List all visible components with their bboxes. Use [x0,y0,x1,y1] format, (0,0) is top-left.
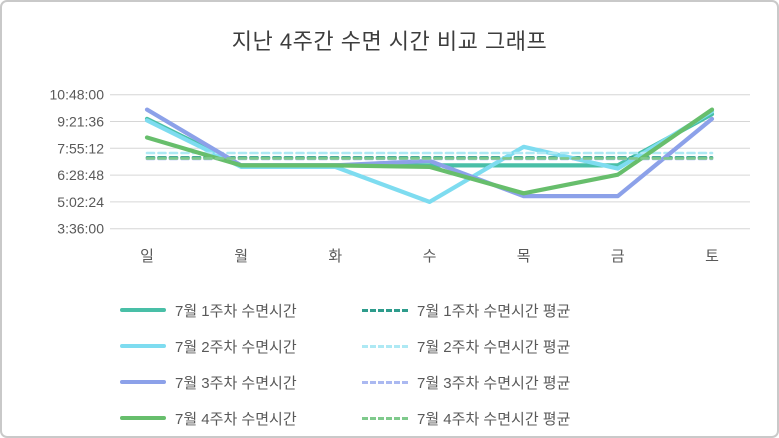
legend-item: 7월 1주차 수면시간 [120,300,362,321]
legend-row: 7월 4주차 수면시간 7월 4주차 수면시간 평균 [120,400,720,436]
y-axis-tick: 7:55:12 [57,140,104,156]
x-axis-label: 수 [423,248,437,265]
legend-item-label: 7월 4주차 수면시간 평균 [417,410,571,428]
legend-dashed-line-swatch [362,380,408,384]
legend-item: 7월 4주차 수면시간 평균 [362,408,720,429]
legend-dashed-line-swatch [362,344,408,348]
legend-dashed-line-swatch [362,416,408,420]
legend-line-swatch [120,416,166,420]
legend-item-label: 7월 2주차 수면시간 평균 [417,338,571,356]
y-axis-tick: 6:28:48 [57,167,104,183]
legend-row: 7월 1주차 수면시간 7월 1주차 수면시간 평균 [120,292,720,328]
legend-item: 7월 4주차 수면시간 [120,408,362,429]
legend-dashed-line-swatch [362,308,408,312]
legend-item: 7월 2주차 수면시간 [120,336,362,357]
legend-item-label: 7월 3주차 수면시간 평균 [417,374,571,392]
legend-item-label: 7월 3주차 수면시간 [175,374,297,392]
legend-line-swatch [120,344,166,348]
x-axis-label: 일 [140,248,154,265]
x-axis-label: 토 [705,248,719,265]
legend-item-label: 7월 1주차 수면시간 [175,302,297,320]
legend-item: 7월 2주차 수면시간 평균 [362,336,720,357]
legend-line-swatch [120,308,166,312]
x-axis-label: 월 [234,248,248,265]
y-axis-tick: 9:21:36 [57,114,104,130]
legend-item: 7월 1주차 수면시간 평균 [362,300,720,321]
legend-line-swatch [120,380,166,384]
legend-row: 7월 2주차 수면시간 7월 2주차 수면시간 평균 [120,328,720,364]
legend-item-label: 7월 4주차 수면시간 [175,410,297,428]
plot-area: 10:48:00 9:21:36 7:55:12 6:28:48 5:02:24 3:36… [50,87,750,265]
y-axis-tick: 10:48:00 [50,87,105,103]
legend-item: 7월 3주차 수면시간 평균 [362,372,720,393]
y-axis-tick: 5:02:24 [57,194,104,210]
x-axis-label: 금 [611,248,625,265]
legend-item-label: 7월 2주차 수면시간 [175,338,297,356]
series-line-7 [144,107,715,196]
legend-item-label: 7월 1주차 수면시간 평균 [417,302,571,320]
x-axis-label: 목 [517,248,531,265]
legend-row: 7월 3주차 수면시간 7월 3주차 수면시간 평균 [120,364,720,400]
legend: 7월 1주차 수면시간 7월 1주차 수면시간 평균 7월 2주차 수면시간 7월 2… [120,292,720,436]
legend-item: 7월 3주차 수면시간 [120,372,362,393]
chart-title: 지난 4주간 수면 시간 비교 그래프 [231,29,548,54]
x-axis-label: 화 [328,248,342,265]
y-axis-tick: 3:36:00 [57,221,104,237]
